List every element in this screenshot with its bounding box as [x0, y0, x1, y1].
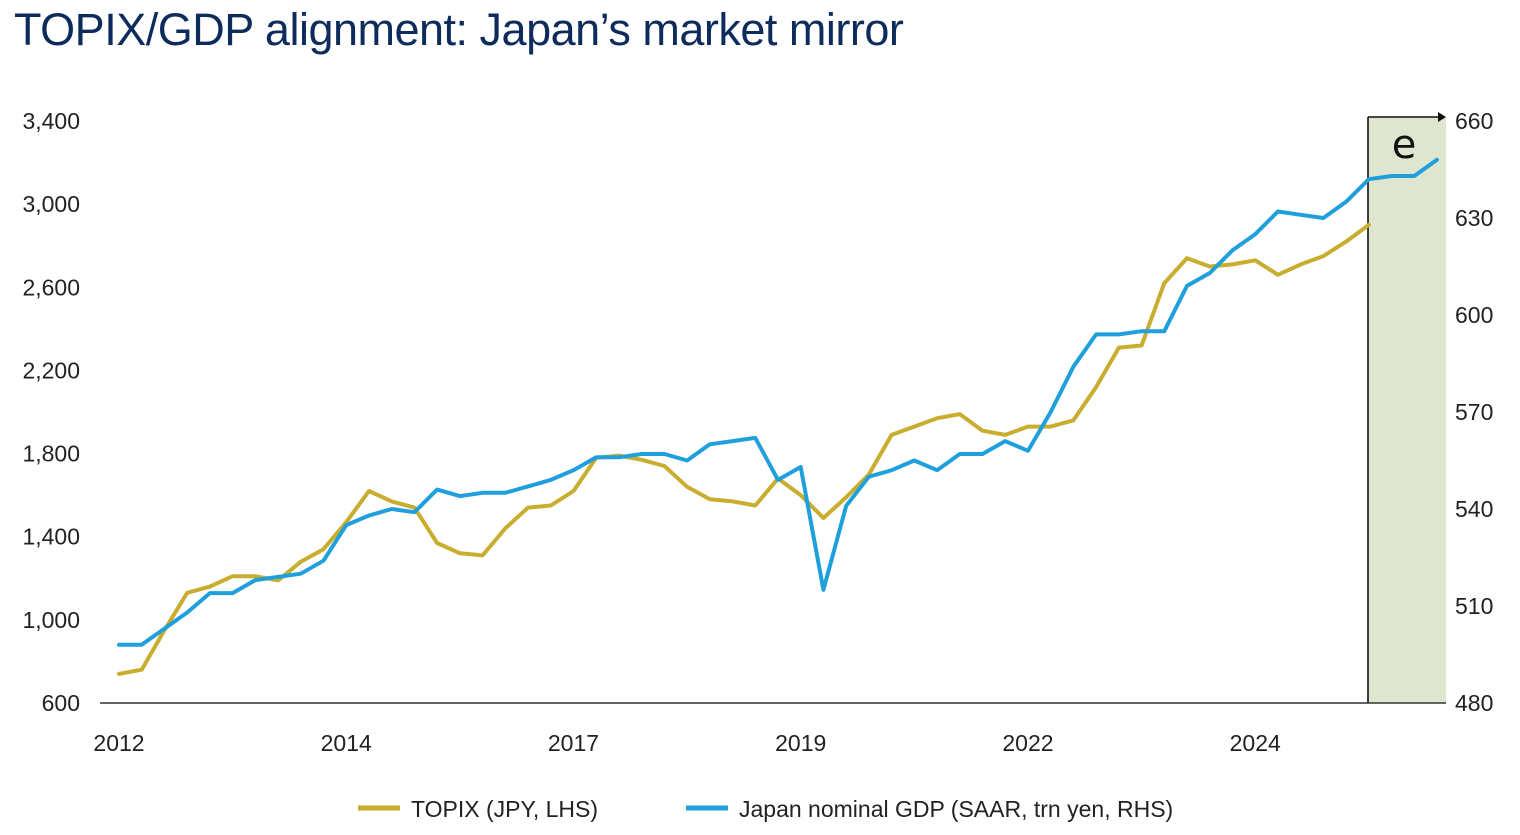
x-tick-label: 2022	[1002, 730, 1053, 756]
x-tick-label: 2019	[775, 730, 826, 756]
y-right-tick-label: 540	[1455, 496, 1493, 522]
estimate-label: e	[1392, 122, 1417, 168]
y-left-tick-label: 600	[42, 690, 80, 716]
y-left-tick-label: 1,800	[22, 441, 80, 467]
y-right-tick-label: 510	[1455, 593, 1493, 619]
chart-title: TOPIX/GDP alignment: Japan’s market mirr…	[14, 4, 904, 55]
y-right-tick-label: 600	[1455, 302, 1493, 328]
y-right-tick-label: 660	[1455, 108, 1493, 134]
x-tick-label: 2024	[1230, 730, 1281, 756]
y-left-tick-label: 1,000	[22, 607, 80, 633]
y-left-tick-label: 1,400	[22, 524, 80, 550]
estimate-shading	[1368, 117, 1446, 703]
y-right-tick-label: 630	[1455, 205, 1493, 231]
y-right-tick-label: 480	[1455, 690, 1493, 716]
legend-label-topix: TOPIX (JPY, LHS)	[411, 796, 598, 822]
estimate-region: e	[1367, 112, 1446, 703]
y-left-tick-label: 2,200	[22, 357, 80, 383]
topix-line	[117, 222, 1371, 676]
tick-labels: 600 1,000 1,400 1,800 2,200 2,600 3,000 3,400 48…	[22, 108, 1493, 756]
legend-label-gdp: Japan nominal GDP (SAAR, trn yen, RHS)	[739, 796, 1173, 822]
y-left-tick-label: 3,400	[22, 108, 80, 134]
y-left-tick-label: 2,600	[22, 274, 80, 300]
x-tick-label: 2017	[548, 730, 599, 756]
x-tick-label: 2012	[93, 730, 144, 756]
x-tick-label: 2014	[321, 730, 372, 756]
y-right-tick-label: 570	[1455, 399, 1493, 425]
gdp-line	[117, 157, 1439, 647]
y-left-tick-label: 3,000	[22, 191, 80, 217]
series	[117, 157, 1439, 676]
estimate-arrow-head	[1438, 112, 1446, 122]
legend: TOPIX (JPY, LHS) Japan nominal GDP (SAAR…	[358, 796, 1173, 822]
